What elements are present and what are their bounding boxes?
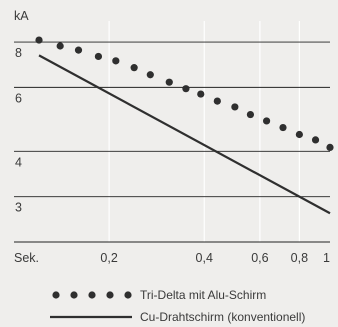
x-tick-label: 1: [323, 251, 330, 265]
plot-background: [14, 21, 330, 242]
data-point: [311, 136, 320, 144]
legend-dot: [70, 291, 78, 299]
y-tick-label: 8: [15, 46, 22, 60]
y-axis-unit: kA: [14, 9, 29, 23]
data-point: [295, 130, 303, 139]
legend-label: Tri-Delta mit Alu-Schirm: [140, 288, 266, 302]
data-point: [130, 64, 138, 72]
data-point: [112, 57, 120, 65]
legend: Tri-Delta mit Alu-Schirm Cu-Drahtschirm (…: [50, 288, 305, 324]
data-point: [35, 36, 43, 44]
horizontal-gridlines: [14, 41, 330, 243]
data-point: [165, 78, 173, 86]
data-point: [56, 42, 64, 50]
legend-marker-dots: [52, 291, 132, 299]
data-point: [146, 71, 154, 79]
x-tick-label: 0,4: [196, 251, 213, 265]
legend-dot: [88, 291, 96, 299]
series-layer: [35, 36, 334, 215]
data-point: [197, 90, 205, 98]
y-tick-labels: 8 6 4 3: [15, 46, 22, 215]
y-tick-label: 6: [15, 91, 22, 105]
data-point: [262, 117, 271, 125]
x-tick-label: 0,8: [291, 251, 308, 265]
data-point: [182, 85, 190, 93]
data-point: [246, 110, 255, 119]
data-point: [279, 123, 287, 132]
x-tick-label: 0,6: [251, 251, 268, 265]
legend-dot: [106, 291, 114, 299]
legend-dot: [52, 291, 60, 299]
data-point: [74, 46, 83, 54]
x-tick-label: 0,2: [100, 251, 117, 265]
data-point: [213, 97, 221, 105]
series-tri-delta-points: [35, 36, 334, 152]
y-tick-label: 3: [15, 201, 22, 215]
data-point: [231, 103, 239, 111]
x-tick-labels: 0,2 0,4 0,6 0,8 1: [100, 251, 330, 265]
data-point: [94, 52, 103, 61]
x-axis-unit: Sek.: [14, 251, 39, 265]
data-point: [326, 143, 334, 152]
y-tick-label: 4: [15, 155, 22, 169]
legend-dot: [124, 291, 132, 299]
series-cu-line: [38, 54, 331, 215]
plot-area: [14, 21, 330, 242]
legend-label: Cu-Drahtschirm (konventionell): [140, 310, 305, 324]
